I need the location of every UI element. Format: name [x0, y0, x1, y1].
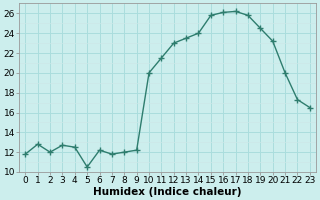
- X-axis label: Humidex (Indice chaleur): Humidex (Indice chaleur): [93, 187, 242, 197]
